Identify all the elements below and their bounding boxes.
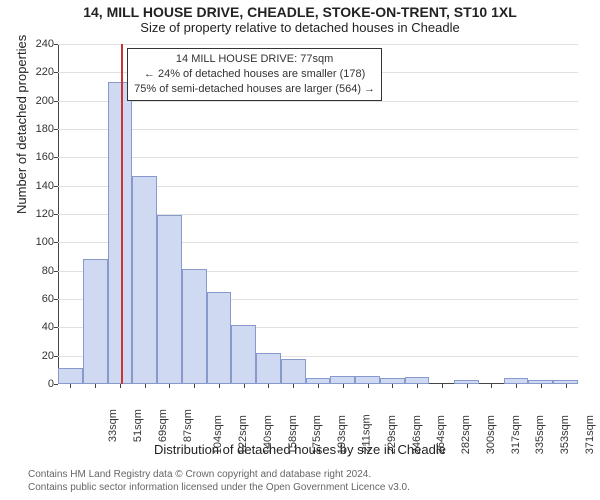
histogram-bar <box>58 368 83 384</box>
y-tick-label: 140 <box>14 180 54 192</box>
x-tick-mark <box>293 384 294 388</box>
marker-callout: 14 MILL HOUSE DRIVE: 77sqm← 24% of detac… <box>127 48 382 101</box>
x-tick-mark <box>368 384 369 388</box>
gridline <box>58 157 578 158</box>
histogram-bar <box>330 376 355 385</box>
x-tick-mark <box>343 384 344 388</box>
y-tick-mark <box>54 384 58 385</box>
y-tick-label: 160 <box>14 151 54 163</box>
x-tick-mark <box>219 384 220 388</box>
x-tick-label: 69sqm <box>157 409 169 442</box>
histogram-bar <box>231 325 256 385</box>
x-tick-mark <box>120 384 121 388</box>
credit-line-1: Contains HM Land Registry data © Crown c… <box>28 468 410 481</box>
x-tick-mark <box>467 384 468 388</box>
y-tick-mark <box>54 327 58 328</box>
y-tick-mark <box>54 242 58 243</box>
page-subtitle: Size of property relative to detached ho… <box>0 20 600 39</box>
y-tick-label: 60 <box>14 293 54 305</box>
x-tick-mark <box>70 384 71 388</box>
x-tick-label: 87sqm <box>182 409 194 442</box>
y-tick-mark <box>54 214 58 215</box>
x-tick-mark <box>169 384 170 388</box>
y-tick-label: 80 <box>14 265 54 277</box>
y-tick-mark <box>54 44 58 45</box>
x-tick-mark <box>145 384 146 388</box>
y-tick-label: 20 <box>14 350 54 362</box>
histogram-bar <box>207 292 232 384</box>
y-tick-label: 40 <box>14 321 54 333</box>
x-tick-mark <box>541 384 542 388</box>
y-tick-mark <box>54 356 58 357</box>
x-tick-mark <box>516 384 517 388</box>
y-tick-mark <box>54 101 58 102</box>
y-tick-label: 100 <box>14 236 54 248</box>
property-marker-line <box>121 44 123 384</box>
x-tick-mark <box>194 384 195 388</box>
histogram-bar <box>355 376 380 385</box>
y-tick-mark <box>54 157 58 158</box>
x-tick-mark <box>417 384 418 388</box>
x-tick-mark <box>244 384 245 388</box>
callout-line-2: ← 24% of detached houses are smaller (17… <box>134 67 375 82</box>
callout-line-1: 14 MILL HOUSE DRIVE: 77sqm <box>134 52 375 67</box>
x-axis-label: Distribution of detached houses by size … <box>0 442 600 457</box>
page-title: 14, MILL HOUSE DRIVE, CHEADLE, STOKE-ON-… <box>0 0 600 20</box>
credits: Contains HM Land Registry data © Crown c… <box>28 468 410 494</box>
gridline <box>58 101 578 102</box>
x-tick-mark <box>566 384 567 388</box>
y-tick-mark <box>54 271 58 272</box>
gridline <box>58 44 578 45</box>
histogram-chart: 02040608010012014016018020022024033sqm51… <box>58 44 578 384</box>
gridline <box>58 129 578 130</box>
x-tick-mark <box>491 384 492 388</box>
y-tick-mark <box>54 186 58 187</box>
y-tick-mark <box>54 129 58 130</box>
y-tick-label: 220 <box>14 66 54 78</box>
x-tick-mark <box>95 384 96 388</box>
histogram-bar <box>157 215 182 384</box>
x-tick-mark <box>442 384 443 388</box>
y-tick-mark <box>54 72 58 73</box>
x-tick-label: 33sqm <box>107 409 119 442</box>
callout-line-3: 75% of semi-detached houses are larger (… <box>134 82 375 97</box>
x-tick-mark <box>318 384 319 388</box>
histogram-bar <box>405 377 430 384</box>
histogram-bar <box>132 176 157 384</box>
histogram-bar <box>108 82 133 384</box>
credit-line-2: Contains public sector information licen… <box>28 481 410 494</box>
y-tick-label: 240 <box>14 38 54 50</box>
x-tick-mark <box>392 384 393 388</box>
y-tick-label: 0 <box>14 378 54 390</box>
y-tick-label: 200 <box>14 95 54 107</box>
histogram-bar <box>182 269 207 384</box>
x-tick-label: 51sqm <box>132 409 144 442</box>
histogram-bar <box>256 353 281 384</box>
y-tick-label: 180 <box>14 123 54 135</box>
y-tick-mark <box>54 299 58 300</box>
histogram-bar <box>281 359 306 385</box>
histogram-bar <box>83 259 108 384</box>
x-tick-mark <box>268 384 269 388</box>
y-tick-label: 120 <box>14 208 54 220</box>
